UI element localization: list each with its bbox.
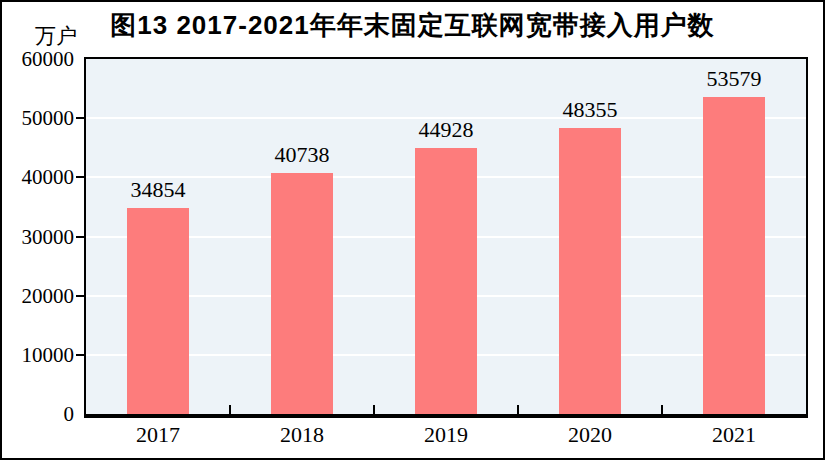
y-axis-tick-label: 20000: [2, 284, 74, 308]
y-axis-tick: [76, 117, 84, 119]
x-axis-tick: [373, 405, 375, 414]
x-axis-category-label: 2021: [669, 423, 799, 447]
bar-value-label: 48355: [525, 98, 655, 122]
chart-title: 图13 2017-2021年年末固定互联网宽带接入用户数: [2, 8, 823, 43]
y-axis-tick-label: 40000: [2, 165, 74, 189]
bar-value-label: 34854: [93, 178, 223, 202]
x-axis-category-label: 2017: [93, 423, 223, 447]
y-axis-tick-label: 10000: [2, 343, 74, 367]
y-axis-tick-label: 60000: [2, 47, 74, 71]
bar-2017: [127, 208, 189, 414]
bar-value-label: 53579: [669, 67, 799, 91]
y-axis-tick: [76, 354, 84, 356]
bar-2018: [271, 173, 333, 414]
broadband-users-bar-chart: 万户 图13 2017-2021年年末固定互联网宽带接入用户数 01000020…: [0, 0, 825, 460]
bar-2021: [703, 97, 765, 414]
x-axis-category-label: 2020: [525, 423, 655, 447]
x-axis-tick: [517, 405, 519, 414]
bar-value-label: 44928: [381, 118, 511, 142]
y-axis-tick: [76, 236, 84, 238]
x-axis-tick: [229, 405, 231, 414]
bar-2019: [415, 148, 477, 414]
bar-value-label: 40738: [237, 143, 367, 167]
y-axis-tick-label: 30000: [2, 225, 74, 249]
y-axis-tick: [76, 295, 84, 297]
x-axis-category-label: 2019: [381, 423, 511, 447]
x-axis-tick: [661, 405, 663, 414]
y-axis-tick-label: 0: [2, 402, 74, 426]
y-axis-tick-label: 50000: [2, 106, 74, 130]
bar-2020: [559, 128, 621, 414]
x-axis-category-label: 2018: [237, 423, 367, 447]
y-axis-tick: [76, 176, 84, 178]
